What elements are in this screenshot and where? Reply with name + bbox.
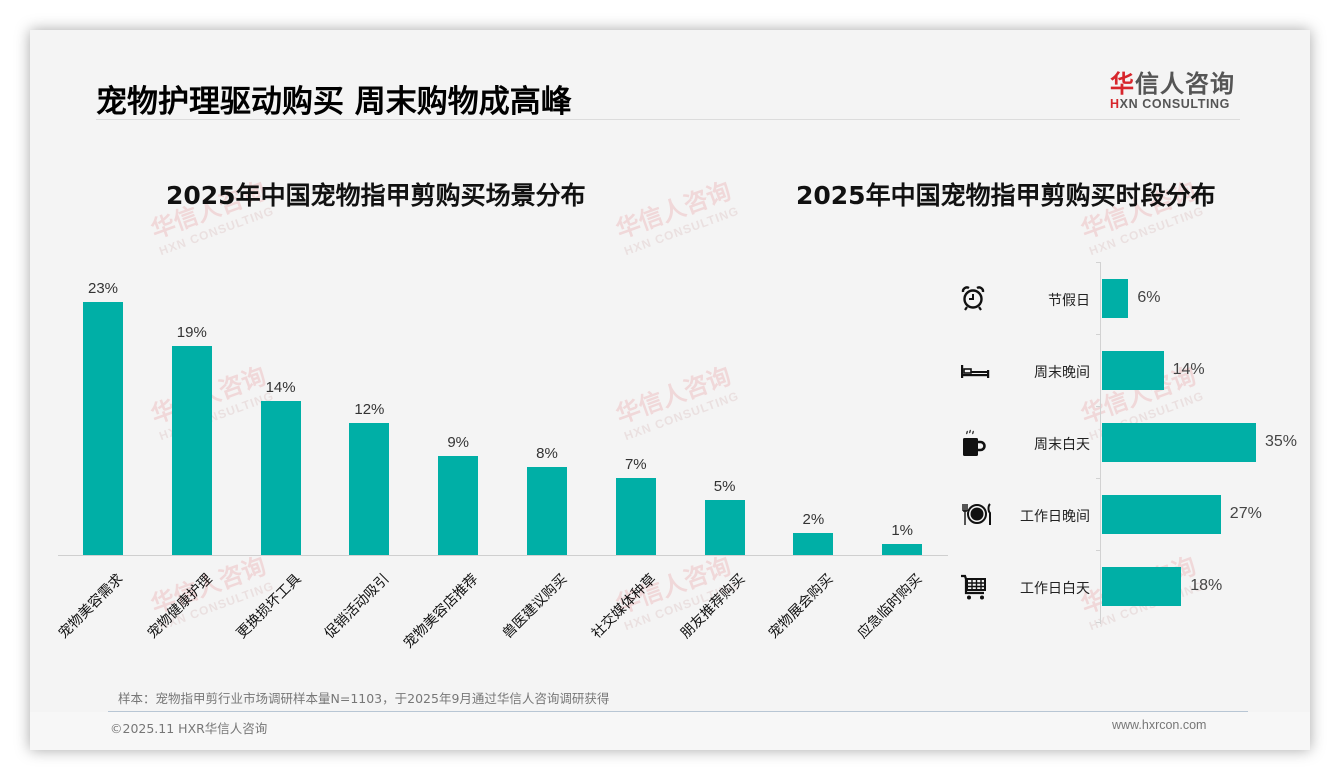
x-axis-category-label: 兽医建议购买 [499, 571, 571, 642]
bar [1102, 567, 1182, 606]
bar [171, 346, 212, 555]
shopping-cart-icon [960, 573, 986, 600]
bar-value-label: 27% [1229, 505, 1262, 522]
header-divider [96, 119, 1240, 120]
bar [1102, 423, 1256, 462]
x-axis-category-label: 社交媒体种草 [588, 571, 660, 642]
bar [438, 456, 479, 555]
y-axis-category-label: 工作日晚间 [1020, 509, 1090, 525]
y-axis-tick [1096, 406, 1101, 407]
x-axis-category-label: 应急临时购买 [854, 571, 926, 642]
logo-cn-red: 华 [1110, 70, 1135, 98]
footer-divider [108, 711, 1248, 712]
footer-band [30, 712, 1310, 750]
alarm-clock-icon [960, 285, 986, 311]
bar [1102, 351, 1164, 390]
bar-value-label: 35% [1265, 433, 1298, 450]
bar-value-label: 8% [536, 445, 558, 462]
copyright: ©2025.11 HXR华信人咨询 [110, 721, 268, 736]
watermark-en: HXN CONSULTING [622, 203, 741, 259]
y-axis-line [1100, 262, 1101, 624]
x-axis-category-label: 促销活动吸引 [322, 571, 393, 642]
x-axis-category-label: 宠物美容店推荐 [401, 571, 482, 652]
plate-cutlery-icon [960, 501, 991, 527]
logo-cn: 华信人咨询 [1110, 64, 1242, 99]
x-axis-category-label: 宠物展会购买 [766, 571, 837, 642]
website-link[interactable]: www.hxrcon.com [1112, 718, 1207, 732]
y-axis-category-label: 周末白天 [1034, 437, 1090, 453]
time-distribution-chart: 6% 节假日 14% 周末晚间 35% 周末白天 27% 工作日晚间 18% 工作日白天 [950, 260, 1310, 660]
x-axis-category-label: 宠物健康护理 [144, 571, 216, 642]
watermark: 华信人咨询 HXN CONSULTING [610, 171, 741, 258]
coffee-mug-icon [960, 429, 986, 456]
y-axis-tick [1096, 262, 1101, 263]
watermark-cn: 华信人咨询 [612, 176, 735, 245]
bed-icon [960, 357, 990, 383]
y-axis-tick [1096, 550, 1101, 551]
bar-value-label: 19% [176, 324, 207, 341]
bar [704, 500, 745, 555]
x-axis-category-label: 宠物美容需求 [55, 571, 127, 642]
bar-value-label: 23% [87, 280, 119, 297]
bar [1102, 279, 1129, 318]
bar [83, 302, 123, 555]
x-axis-category-label: 朋友推荐购买 [677, 571, 749, 642]
x-axis-line [58, 555, 948, 556]
sample-footnote: 样本：宠物指甲剪行业市场调研样本量N=1103，于2025年9月通过华信人咨询调… [118, 691, 610, 706]
bar-value-label: 2% [802, 511, 825, 528]
bar-value-label: 18% [1190, 577, 1223, 594]
bar [615, 478, 656, 555]
bar-value-label: 5% [713, 478, 736, 495]
left-chart-title: 2025年中国宠物指甲剪购买场景分布 [166, 181, 586, 210]
logo-en-red: H [1110, 97, 1120, 111]
bar [1102, 495, 1221, 534]
page-title: 宠物护理驱动购买 周末购物成高峰 [96, 84, 572, 120]
bar [349, 423, 390, 555]
bar [527, 467, 567, 555]
bar [793, 533, 834, 555]
bar-value-label: 1% [891, 522, 914, 539]
y-axis-tick [1096, 478, 1101, 479]
bar-value-label: 6% [1137, 289, 1161, 306]
bar-value-label: 9% [447, 434, 470, 451]
bar-value-label: 7% [624, 456, 647, 473]
bar-value-label: 12% [354, 401, 385, 418]
y-axis-tick [1096, 622, 1101, 623]
y-axis-category-label: 周末晚间 [1034, 365, 1090, 381]
bar-value-label: 14% [265, 379, 296, 396]
y-axis-tick [1096, 334, 1101, 335]
bar [882, 544, 923, 555]
slide: 华信人咨询 HXN CONSULTING 华信人咨询 HXN CONSULTIN… [30, 30, 1310, 750]
x-axis-category-label: 更换损坏工具 [233, 571, 305, 642]
y-axis-category-label: 节假日 [1048, 293, 1090, 309]
logo-en-rest: XN CONSULTING [1119, 97, 1230, 111]
right-chart-title: 2025年中国宠物指甲剪购买时段分布 [796, 181, 1216, 210]
logo-en: HXN CONSULTING [1110, 97, 1242, 111]
brand-logo: 华信人咨询 HXN CONSULTING [1110, 64, 1242, 111]
scene-distribution-chart: 23% 宠物美容需求 19% 宠物健康护理 14% 更换损坏工具 12% 促销活动吸引 9% 宠物… [56, 260, 948, 680]
logo-cn-rest: 信人咨询 [1135, 70, 1235, 98]
y-axis-category-label: 工作日白天 [1020, 581, 1090, 597]
bar [260, 401, 301, 555]
bar-value-label: 14% [1172, 361, 1205, 378]
